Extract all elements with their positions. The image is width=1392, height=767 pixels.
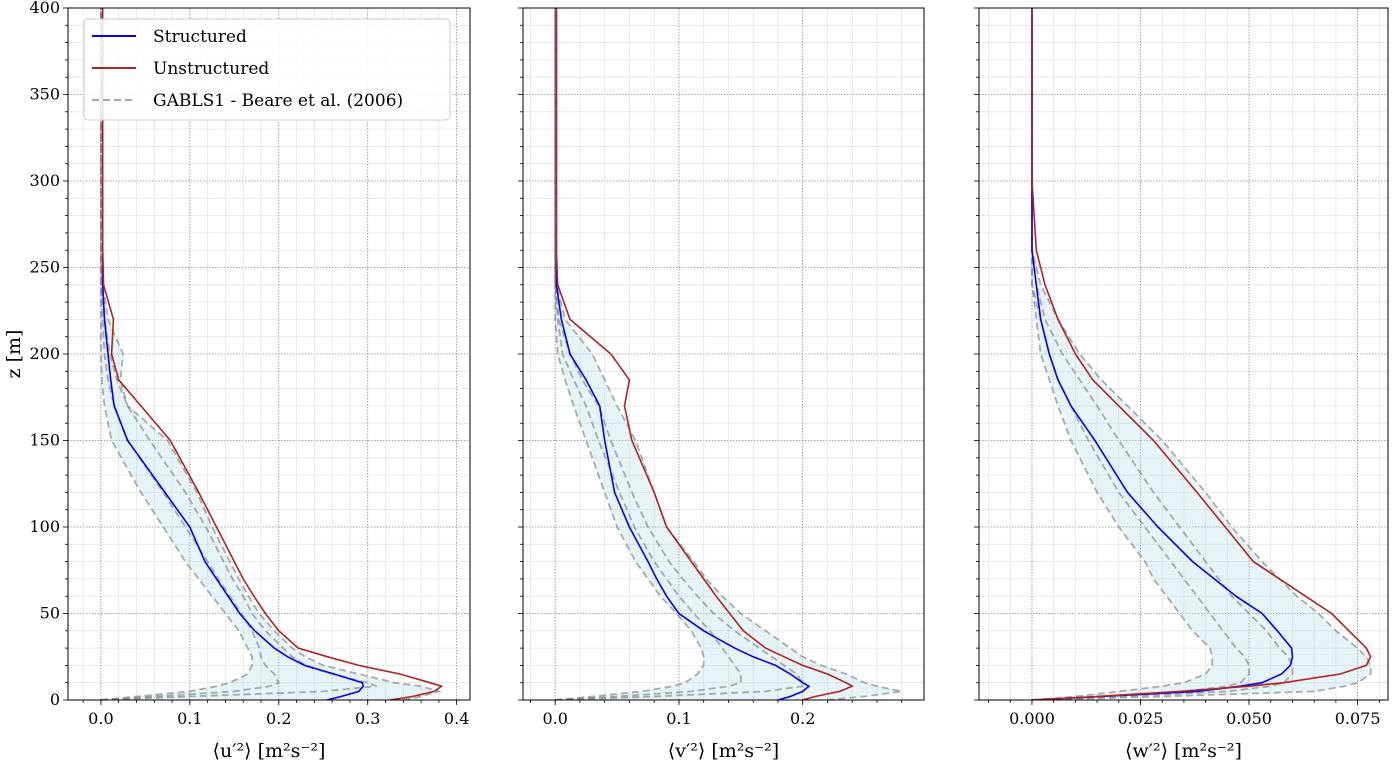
legend-box <box>83 18 451 121</box>
x-tick-label: 0.000 <box>1009 709 1055 728</box>
legend: Structured Unstructured GABLS1 - Beare e… <box>83 18 451 121</box>
x-tick-label: 0.3 <box>355 709 380 728</box>
x-tick-label: 0.2 <box>790 709 815 728</box>
gabls-line-2 <box>554 8 742 700</box>
gabls-line-3 <box>554 8 804 700</box>
panel-2: 0.0 0.1 0.2 ⟨v′²⟩ [m²s⁻²] <box>518 7 925 762</box>
y-tick-label: 350 <box>29 85 60 104</box>
y-tick-label: 150 <box>29 431 60 450</box>
gabls-line-1 <box>554 8 705 700</box>
structured-line <box>555 8 811 700</box>
y-tick-label: 250 <box>29 258 60 277</box>
x-axis-label: ⟨w′²⟩ [m²s⁻²] <box>1125 740 1242 762</box>
gabls-envelope-band <box>1032 8 1371 700</box>
unstructured-line <box>101 8 444 700</box>
gabls-line-4 <box>554 8 902 700</box>
plot-area <box>1031 8 1372 700</box>
gabls-line-2 <box>100 8 281 700</box>
legend-unstructured-label: Unstructured <box>153 59 269 79</box>
x-tick-label: 0.1 <box>177 709 202 728</box>
y-tick-label: 50 <box>40 604 60 623</box>
grid <box>523 8 924 700</box>
structured-line <box>101 8 365 700</box>
gabls-envelope-band <box>100 8 439 700</box>
gabls-envelope-band <box>555 8 902 700</box>
x-axis-label: ⟨u′²⟩ [m²s⁻²] <box>213 740 326 762</box>
y-tick-label: 0 <box>50 690 60 709</box>
y-axis-label: z [m] <box>3 330 25 379</box>
x-tick-label: 0.025 <box>1118 709 1164 728</box>
x-tick-label: 0.2 <box>266 709 291 728</box>
unstructured-line <box>1031 8 1372 700</box>
legend-structured-label: Structured <box>153 27 247 47</box>
x-tick-label: 0.0 <box>88 709 113 728</box>
x-tick-label: 0.4 <box>444 709 469 728</box>
unstructured-line <box>555 8 855 700</box>
gabls-line-3 <box>100 8 377 700</box>
x-axis-label: ⟨v′²⟩ [m²s⁻²] <box>668 740 779 762</box>
legend-gabls-label: GABLS1 - Beare et al. (2006) <box>153 91 403 111</box>
plot-area <box>554 8 902 700</box>
y-tick-label: 100 <box>29 517 60 536</box>
plot-area <box>100 8 444 700</box>
gabls-line-3 <box>1031 8 1294 700</box>
y-tick-label: 300 <box>29 171 60 190</box>
gabls-line-4 <box>100 8 443 700</box>
structured-line <box>1031 8 1294 700</box>
x-tick-label: 0.075 <box>1335 709 1381 728</box>
x-tick-label: 0.1 <box>666 709 691 728</box>
y-tick-label: 200 <box>29 344 60 363</box>
y-tick-label: 400 <box>29 0 60 17</box>
grid <box>979 8 1388 700</box>
panel-1: 0 50 100 150 200 250 300 350 400 0.0 0.1 0.2 0.3 0.4 ⟨… <box>29 0 471 762</box>
x-tick-label: 0.050 <box>1226 709 1272 728</box>
panel-3: 0.000 0.025 0.050 0.075 ⟨w′²⟩ [m²s⁻²] <box>974 7 1389 762</box>
x-tick-label: 0.0 <box>542 709 567 728</box>
